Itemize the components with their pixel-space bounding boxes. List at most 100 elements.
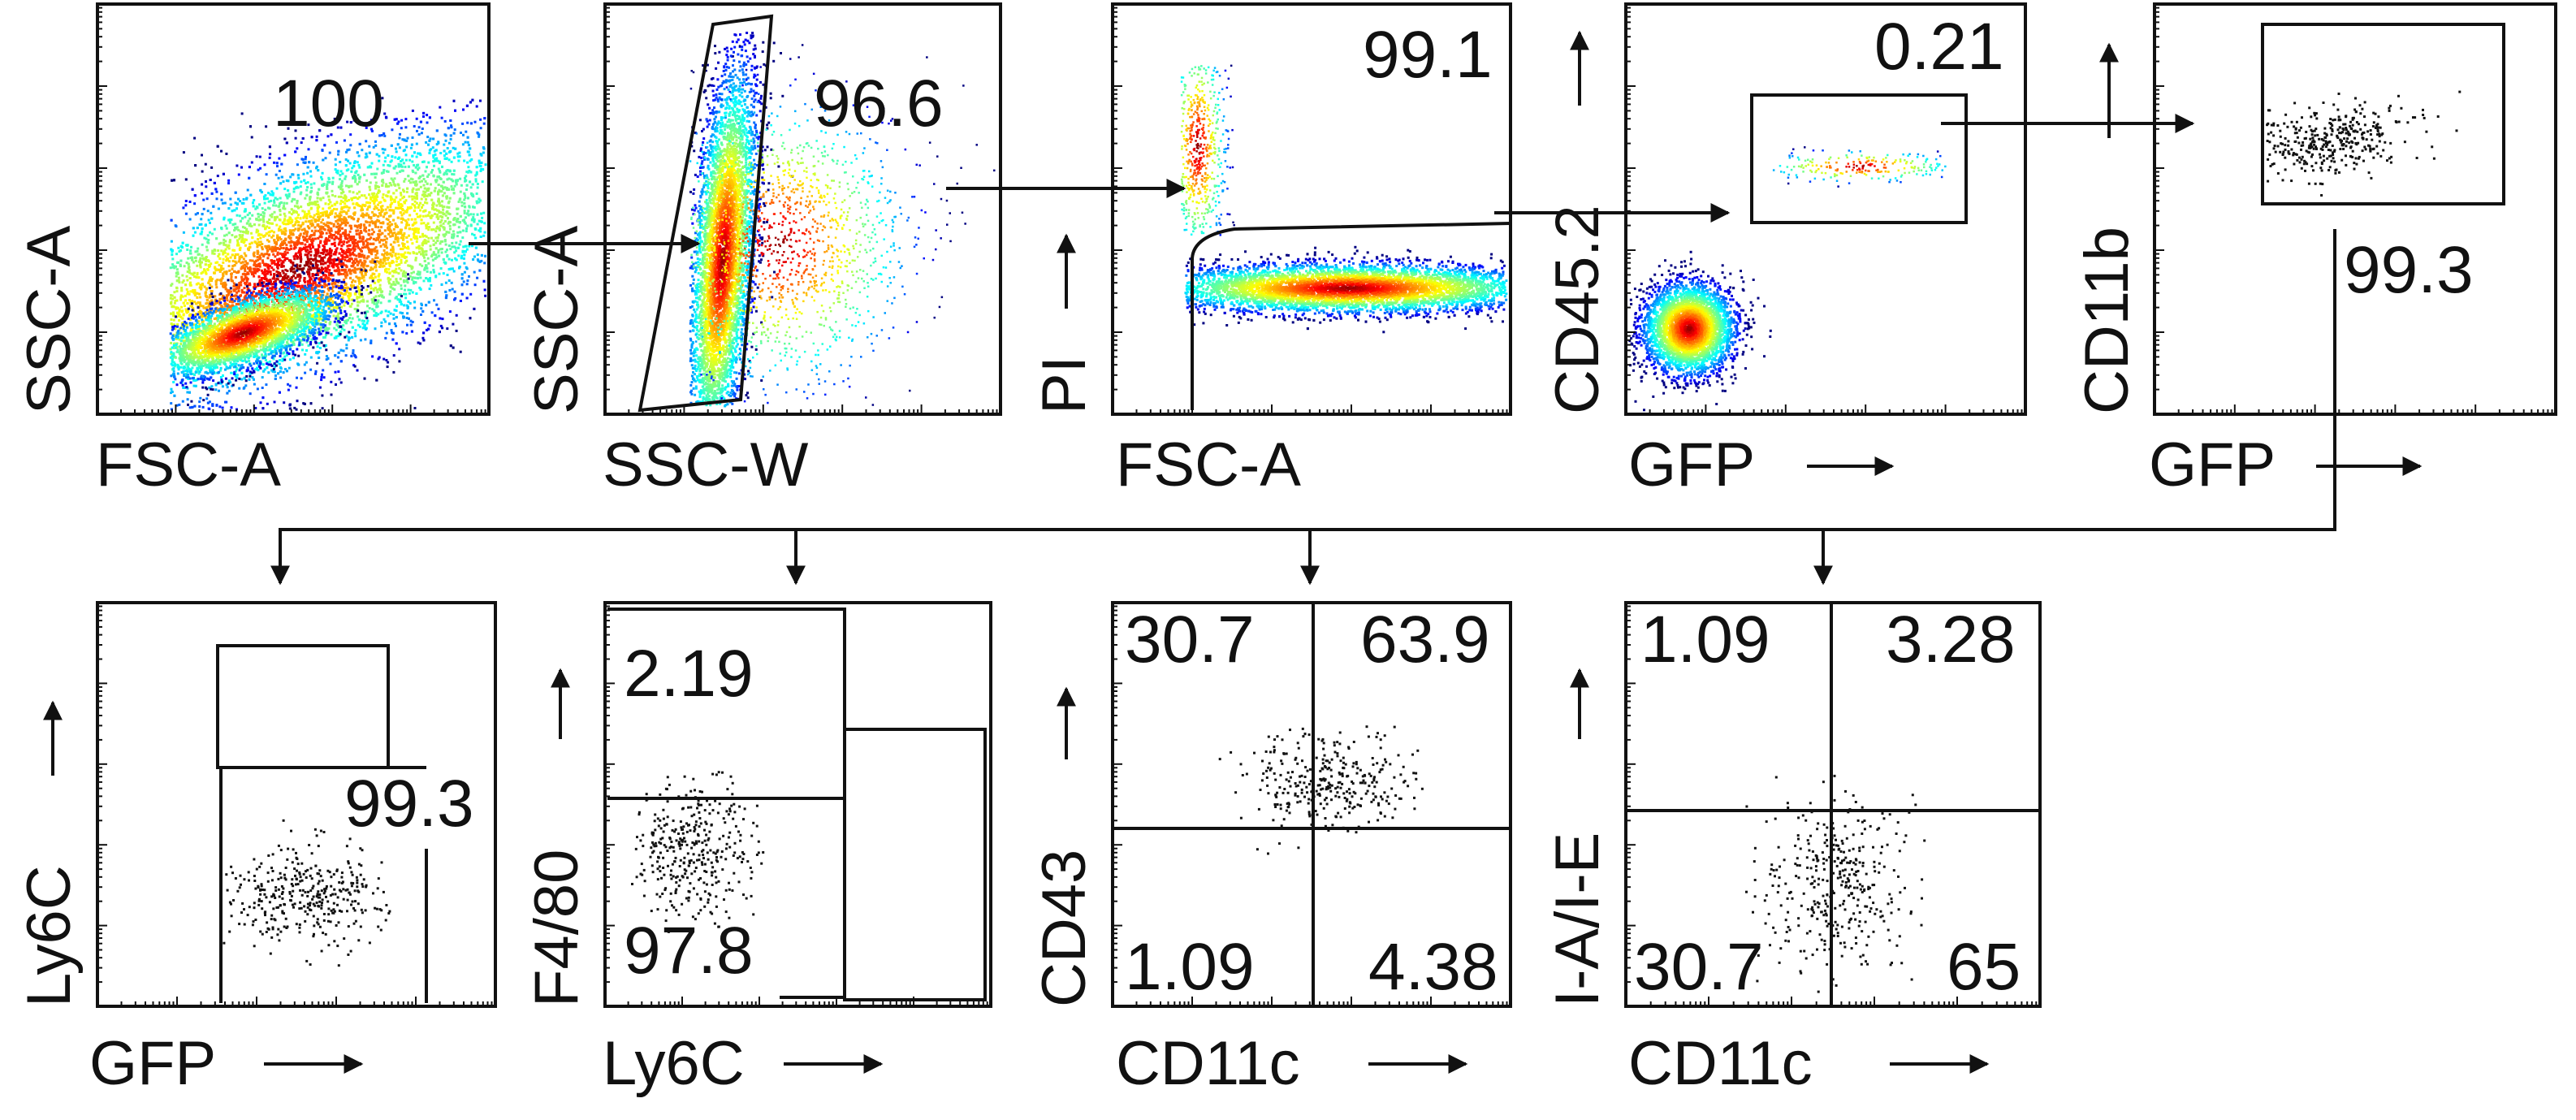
scatter-point — [383, 318, 386, 321]
scatter-point — [461, 205, 464, 207]
scatter-point — [337, 357, 339, 359]
scatter-point — [218, 405, 221, 408]
scatter-point — [324, 329, 326, 331]
scatter-point — [170, 402, 172, 404]
scatter-point — [342, 324, 344, 326]
scatter-point — [222, 253, 224, 256]
scatter-point — [321, 266, 323, 269]
scatter-point — [469, 213, 472, 215]
scatter-point — [389, 236, 391, 238]
scatter-point — [205, 180, 207, 183]
scatter-point — [222, 262, 224, 264]
scatter-point — [477, 223, 479, 226]
scatter-point — [440, 267, 443, 270]
scatter-point — [441, 200, 443, 202]
scatter-point — [199, 296, 201, 299]
scatter-point — [441, 252, 443, 254]
scatter-point — [384, 160, 387, 162]
scatter-point — [178, 250, 180, 253]
scatter-point — [389, 265, 391, 267]
scatter-point — [462, 143, 465, 145]
scatter-point — [335, 212, 337, 214]
scatter-point — [480, 260, 482, 262]
scatter-point — [483, 222, 486, 224]
scatter-point — [322, 218, 324, 221]
scatter-point — [334, 216, 336, 218]
scatter-point — [322, 197, 325, 199]
scatter-point — [220, 150, 223, 153]
scatter-point — [393, 228, 395, 231]
scatter-point — [276, 165, 279, 167]
scatter-point — [300, 185, 302, 188]
scatter-point — [287, 236, 290, 238]
scatter-point — [439, 161, 441, 163]
scatter-point — [313, 162, 315, 164]
scatter-point — [321, 395, 323, 397]
scatter-point — [307, 181, 309, 184]
scatter-point — [466, 279, 469, 282]
scatter-point — [218, 264, 221, 266]
scatter-point — [258, 224, 261, 227]
scatter-point — [306, 186, 309, 188]
scatter-point — [236, 240, 239, 242]
scatter-point — [261, 207, 264, 210]
scatter-point — [257, 238, 259, 240]
scatter-point — [300, 180, 302, 183]
scatter-point — [201, 192, 203, 195]
scatter-point — [234, 236, 236, 238]
scatter-point — [175, 225, 178, 227]
scatter-point — [403, 180, 405, 183]
scatter-point — [420, 303, 422, 305]
scatter-point — [445, 282, 447, 284]
scatter-point — [430, 237, 433, 240]
scatter-point — [296, 163, 299, 166]
scatter-point — [340, 382, 343, 384]
scatter-point — [314, 238, 317, 240]
scatter-point — [404, 178, 407, 180]
scatter-point — [193, 202, 196, 205]
scatter-point — [426, 250, 428, 253]
scatter-point — [378, 160, 380, 162]
scatter-point — [361, 149, 363, 151]
scatter-point — [339, 161, 341, 163]
scatter-point — [445, 214, 447, 217]
scatter-point — [244, 270, 246, 272]
scatter-point — [351, 303, 353, 305]
scatter-point — [420, 223, 422, 225]
scatter-point — [417, 164, 419, 166]
scatter-point — [395, 296, 398, 298]
scatter-point — [377, 204, 379, 206]
scatter-point — [201, 283, 204, 286]
scatter-point — [209, 231, 211, 234]
scatter-point — [241, 112, 244, 115]
scatter-point — [365, 197, 368, 199]
scatter-point — [335, 141, 338, 144]
scatter-point — [182, 400, 184, 403]
scatter-point — [360, 339, 362, 341]
scatter-point — [452, 188, 455, 190]
scatter-point — [383, 215, 385, 218]
scatter-point — [394, 223, 396, 225]
scatter-point — [237, 198, 240, 201]
scatter-point — [418, 126, 421, 128]
scatter-point — [216, 197, 218, 200]
scatter-point — [211, 253, 214, 255]
scatter-point — [272, 269, 274, 271]
scatter-point — [293, 407, 296, 409]
scatter-point — [337, 313, 339, 315]
scatter-point — [452, 236, 455, 239]
scatter-point — [350, 171, 352, 173]
scatter-point — [279, 170, 281, 172]
scatter-point — [265, 383, 267, 386]
scatter-point — [464, 212, 466, 214]
scatter-point — [339, 178, 341, 180]
scatter-point — [460, 240, 462, 243]
scatter-point — [345, 151, 348, 154]
scatter-point — [264, 270, 266, 273]
scatter-point — [384, 321, 387, 323]
scatter-point — [400, 194, 402, 197]
scatter-point — [483, 123, 486, 125]
scatter-point — [443, 223, 445, 225]
scatter-point — [420, 186, 422, 188]
scatter-point — [322, 172, 324, 175]
